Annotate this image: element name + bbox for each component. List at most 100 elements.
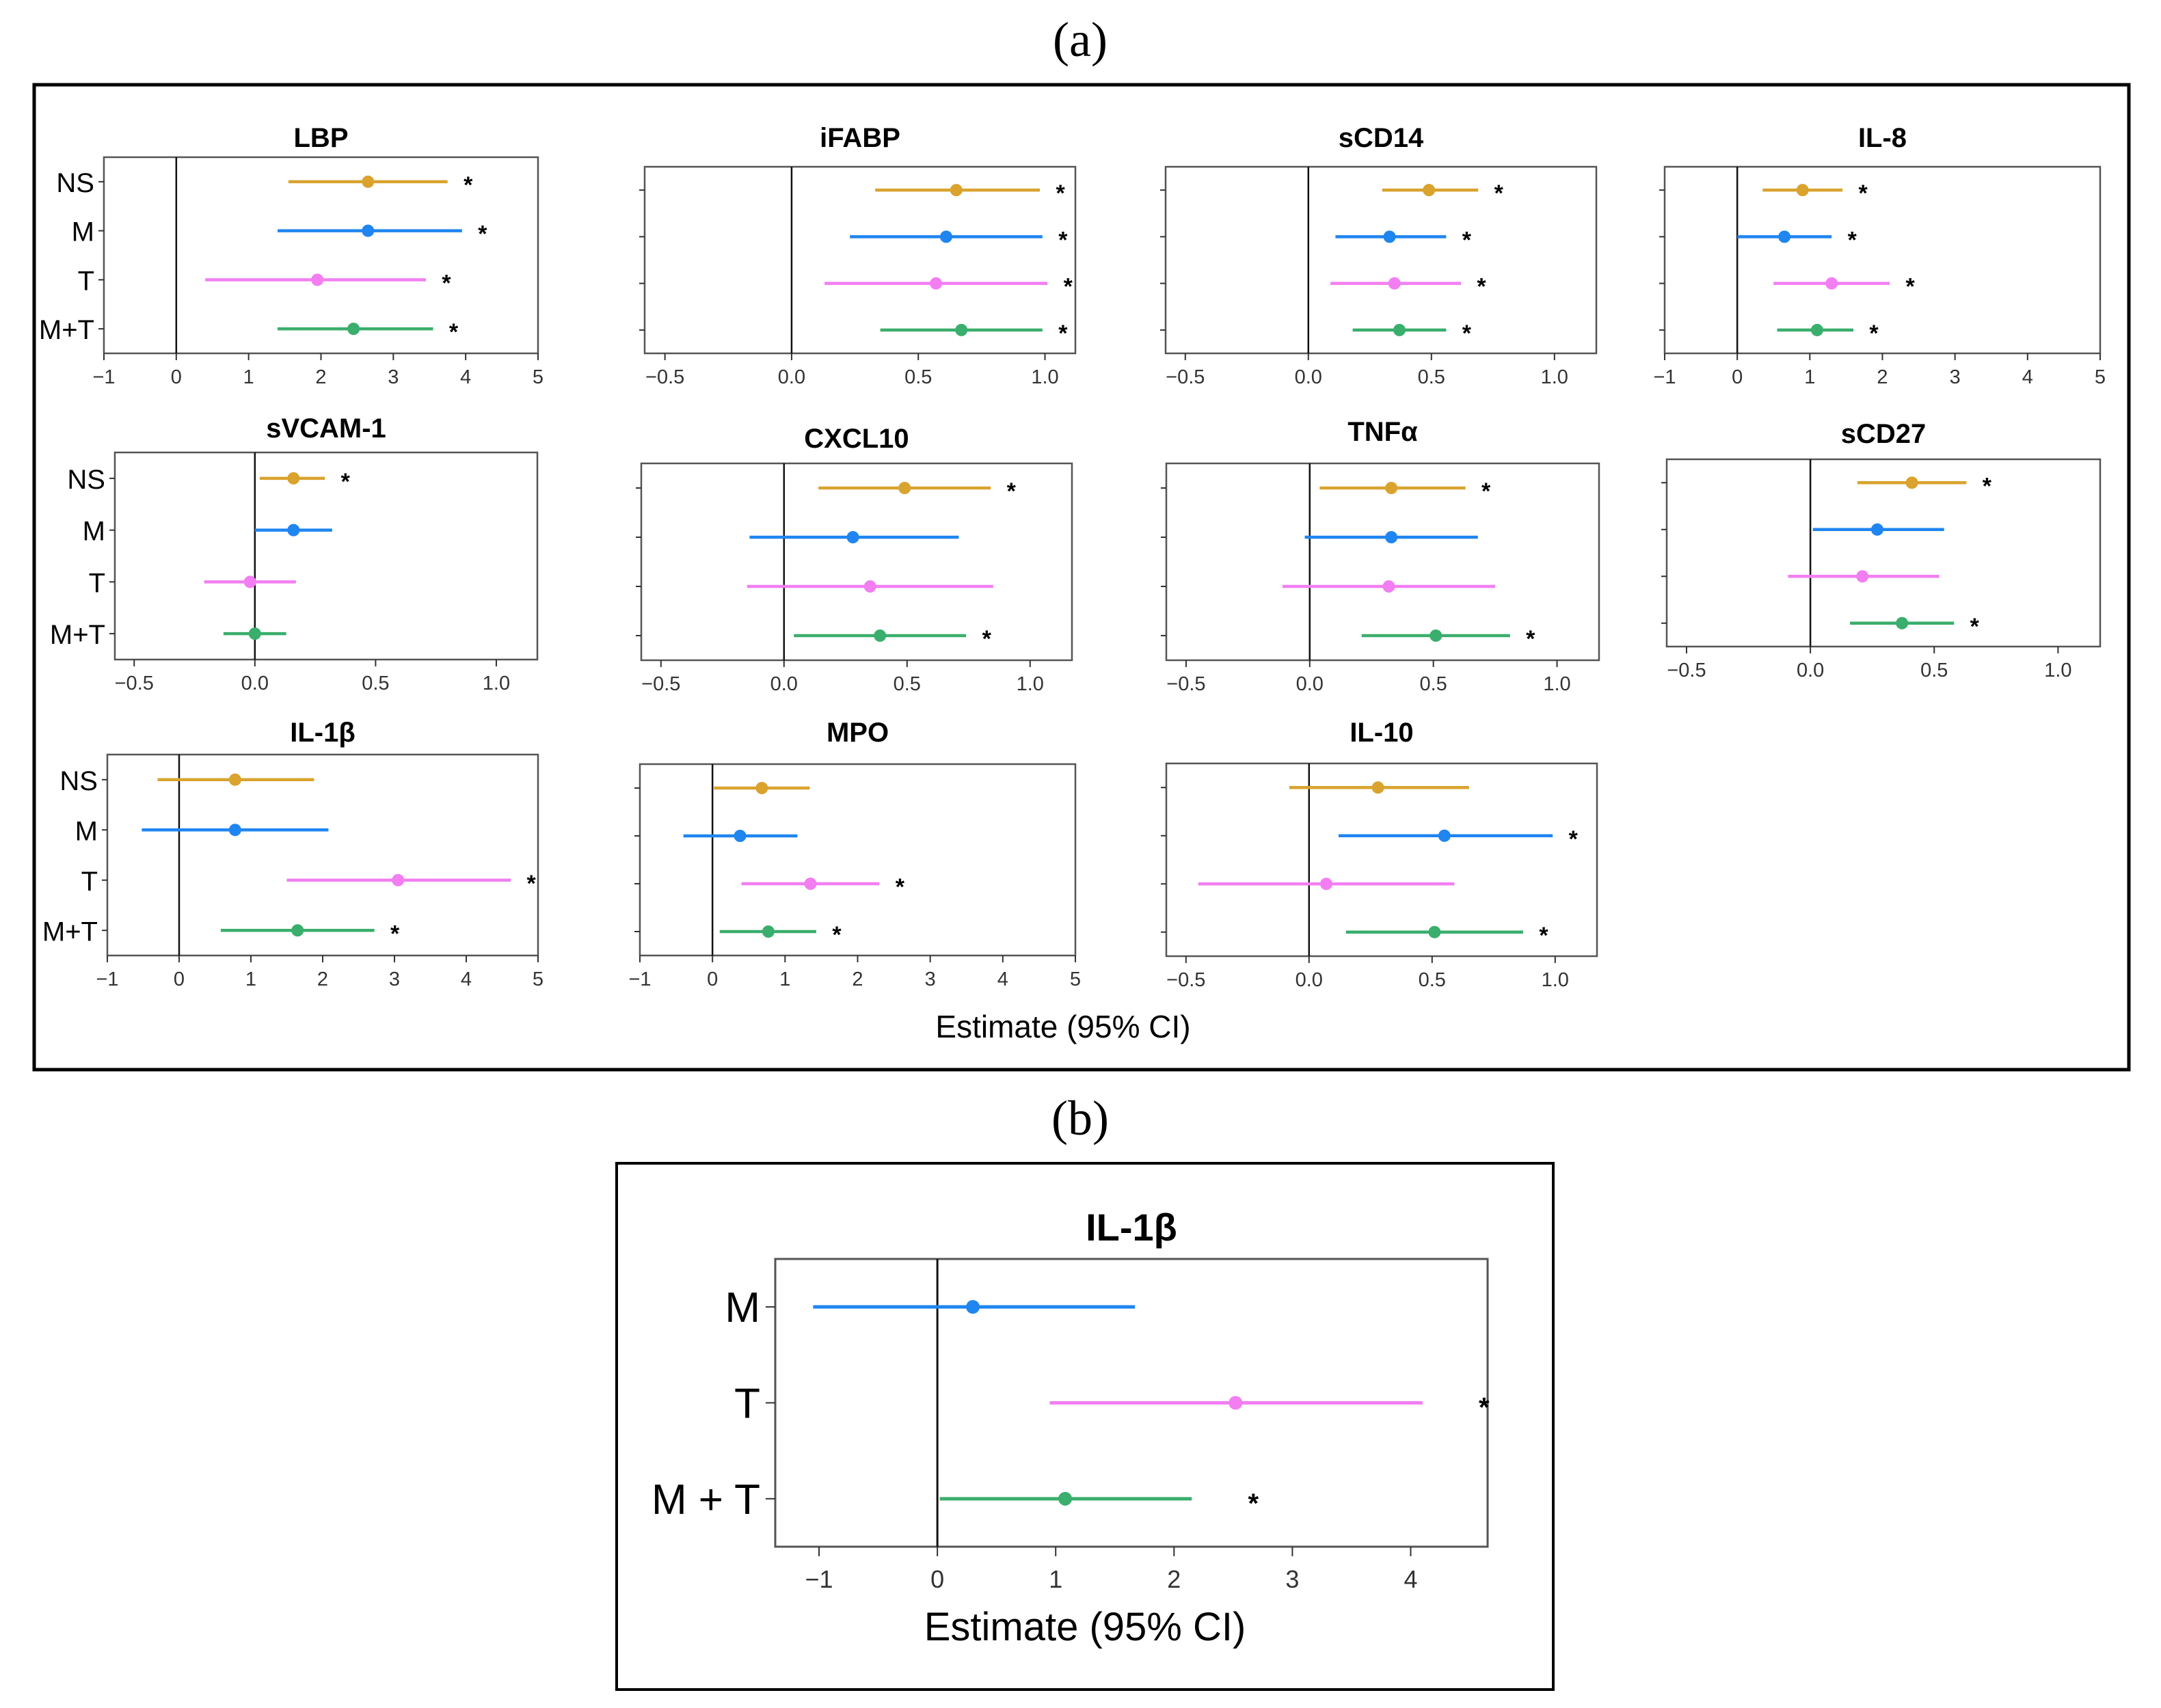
x-tick-label: −0.5 — [641, 673, 680, 695]
x-tick-label: 2 — [1167, 1565, 1181, 1593]
row-m-plus-t: * — [636, 626, 992, 652]
x-tick-label: 0.0 — [1295, 366, 1322, 388]
point-estimate — [243, 575, 256, 588]
significance-asterisk: * — [442, 270, 451, 296]
row-m-plus-t: M + T * — [652, 1476, 1259, 1523]
row-m: * — [639, 227, 1068, 253]
significance-asterisk: * — [1462, 227, 1472, 253]
plot-a-mpo: MPO −1 0 1 2 3 4 5 * * — [628, 718, 1081, 990]
point-estimate — [347, 323, 360, 336]
x-tick-label: 0.0 — [241, 673, 269, 694]
point-estimate — [1796, 184, 1809, 197]
x-tick-label: 0.0 — [1296, 969, 1323, 991]
plot-a-cxcl10: CXCL10 −0.5 0.0 0.5 1.0 * * — [636, 424, 1073, 695]
x-tick-label: 4 — [2022, 366, 2033, 388]
row-m — [1161, 531, 1478, 543]
y-tick-label: M — [75, 816, 98, 846]
point-estimate — [287, 524, 300, 537]
x-tick-label: −1 — [96, 968, 118, 990]
significance-asterisk: * — [464, 172, 473, 198]
x-tick-label: 1.0 — [1542, 969, 1569, 991]
significance-asterisk: * — [1481, 478, 1491, 504]
point-estimate — [1385, 531, 1398, 543]
x-tick-label: 5 — [2095, 366, 2106, 388]
point-estimate — [734, 830, 747, 842]
x-tick-label: −1 — [92, 366, 115, 388]
point-estimate — [248, 627, 261, 640]
y-tick-label: NS — [56, 168, 94, 198]
x-tick-label: −0.5 — [645, 366, 684, 388]
point-estimate — [1810, 323, 1823, 336]
x-tick-label: 0.5 — [1418, 366, 1445, 388]
plot-border — [640, 462, 1073, 662]
row-m: M — [83, 517, 332, 547]
x-tick-label: −1 — [805, 1565, 833, 1593]
y-tick-label: NS — [67, 465, 105, 495]
x-tick-label: 0 — [1732, 366, 1743, 388]
chart-title: iFABP — [820, 123, 900, 153]
row-ns: NS * — [56, 168, 473, 198]
significance-asterisk: * — [449, 319, 459, 345]
plot-border — [106, 753, 539, 957]
point-estimate — [898, 482, 911, 494]
plot-border — [1164, 165, 1598, 355]
row-ns — [1161, 781, 1469, 794]
row-t — [636, 580, 993, 593]
significance-asterisk: * — [526, 871, 536, 897]
plot-border — [103, 156, 539, 355]
row-t: * — [1160, 274, 1486, 300]
plot-a-il-8: IL-8−1 0 1 2 3 4 5**** — [1653, 123, 2106, 388]
significance-asterisk: * — [832, 922, 842, 948]
row-m-plus-t: * — [1661, 614, 1980, 640]
significance-asterisk: * — [1869, 321, 1879, 347]
row-m-plus-t: * — [1161, 923, 1548, 949]
y-tick-label: M+T — [50, 620, 105, 650]
panel-label-a: (a) — [1053, 12, 1108, 67]
x-tick-label: −0.5 — [1166, 969, 1205, 991]
x-tick-label: −1 — [1653, 366, 1676, 388]
x-tick-label: 1 — [1049, 1565, 1062, 1593]
x-tick-label: 5 — [1070, 968, 1081, 990]
x-tick-label: 3 — [388, 366, 399, 388]
row-t: * — [1659, 274, 1915, 300]
point-estimate — [940, 230, 952, 243]
x-tick-label: −1 — [628, 968, 651, 990]
row-m: * — [1161, 826, 1579, 852]
row-m-plus-t: * — [634, 922, 842, 948]
significance-asterisk: * — [1848, 227, 1857, 253]
chart-title: sVCAM-1 — [266, 414, 386, 444]
row-m-plus-t: M+T * — [42, 917, 400, 947]
significance-asterisk: * — [1526, 626, 1535, 652]
panel-label-b: (b) — [1051, 1091, 1109, 1146]
y-tick-label: M — [72, 217, 94, 247]
row-m — [634, 830, 798, 842]
point-estimate — [966, 1300, 980, 1314]
x-tick-label: 0.5 — [1419, 969, 1446, 991]
point-estimate — [1371, 781, 1384, 794]
y-tick-label: T — [78, 266, 94, 296]
row-m-plus-t: M+T — [50, 620, 286, 650]
point-estimate — [228, 773, 241, 786]
x-tick-label: 1.0 — [1017, 673, 1044, 695]
plot-a-svcam-1: sVCAM-1 −0.5 0.0 0.5 1.0 NS * MT M+T — [50, 414, 539, 694]
point-estimate — [228, 824, 241, 837]
significance-asterisk: * — [1983, 473, 1992, 499]
row-m: M * — [72, 217, 488, 247]
x-tick-label: −0.5 — [1667, 660, 1706, 681]
panel-a-xlabel: Estimate (95% CI) — [935, 1009, 1190, 1044]
significance-asterisk: * — [982, 626, 992, 652]
plot-border — [1165, 762, 1598, 958]
significance-asterisk: * — [1064, 274, 1073, 300]
plot-border — [1665, 458, 2102, 648]
significance-asterisk: * — [1970, 614, 1980, 640]
point-estimate — [291, 924, 304, 937]
row-t: T * — [734, 1381, 1490, 1428]
point-estimate — [1428, 925, 1441, 938]
x-tick-label: 0.0 — [778, 366, 805, 388]
row-m-plus-t: * — [639, 321, 1068, 347]
x-tick-label: 2 — [852, 968, 863, 990]
row-m: M — [725, 1284, 1136, 1331]
significance-asterisk: * — [478, 221, 487, 247]
